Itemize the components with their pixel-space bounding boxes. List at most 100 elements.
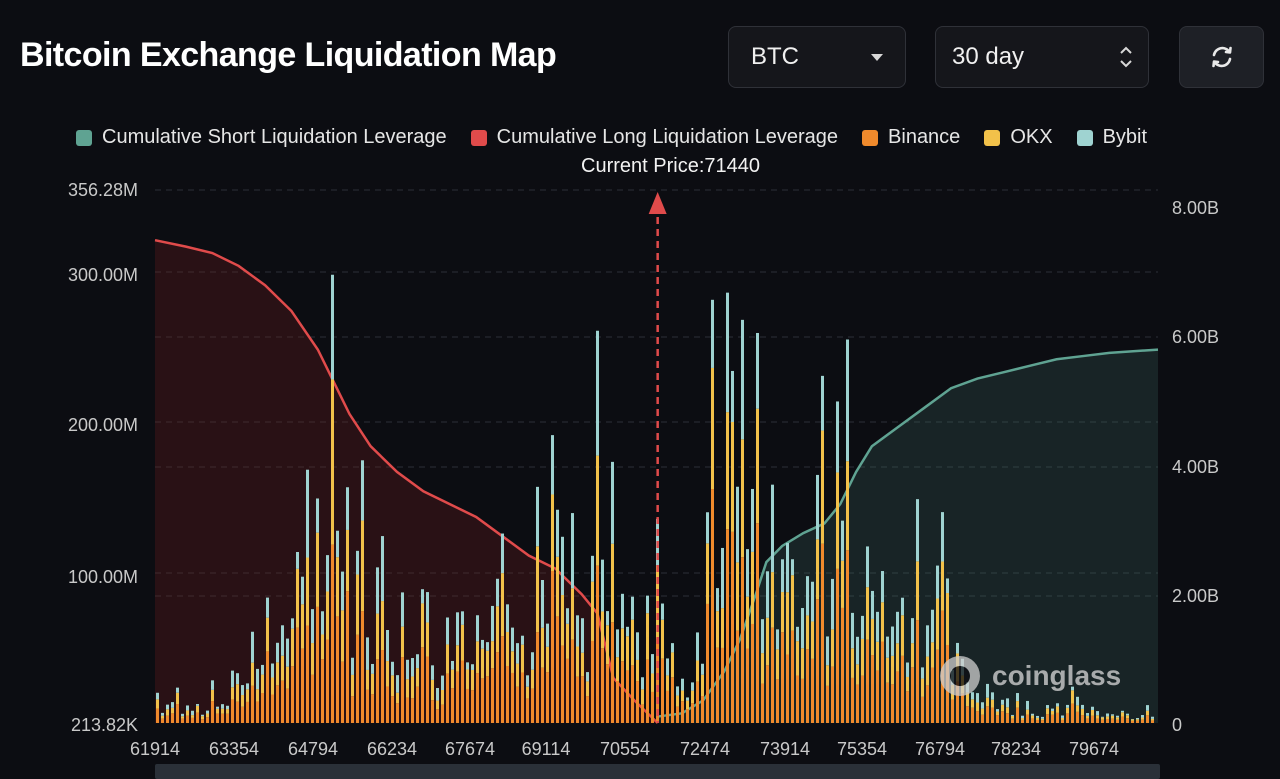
bybit-bar [191,710,194,716]
legend-item-bybit[interactable]: Bybit [1076,126,1147,149]
x-axis: 61914 63354 64794 66234 67674 69114 70554 72474… [130,739,1119,759]
bybit-bar [261,664,264,675]
binance-bar [1001,711,1004,723]
okx-bar [821,430,824,544]
binance-bar [936,649,939,723]
binance-bar [831,666,834,723]
okx-bar [741,439,744,558]
legend-item-long-cumulative[interactable]: Cumulative Long Liquidation Leverage [470,126,838,149]
binance-bar [621,661,624,723]
bybit-bar [1091,706,1094,710]
binance-bar [691,703,694,723]
okx-bar [726,412,729,530]
okx-bar [901,615,904,656]
bybit-bar [176,687,179,693]
bybit-bar [1096,711,1099,716]
binance-bar [541,667,544,723]
binance-bar [791,630,794,723]
okx-bar [371,673,374,695]
binance-bar [601,648,604,723]
bybit-bar [1106,713,1109,717]
okx-bar [881,602,884,642]
bybit-bar [566,608,569,624]
binance-bar [256,701,259,723]
binance-bar [956,681,959,723]
binance-bar [246,701,249,723]
okx-bar [756,408,759,524]
range-select[interactable]: 30 day [935,26,1149,88]
binance-bar [636,681,639,723]
okx-bar [971,699,974,708]
okx-bar [991,699,994,708]
binance-bar [491,668,494,723]
bybit-bar [616,629,619,658]
bybit-bar [946,578,949,594]
okx-bar [916,561,919,621]
okx-bar [1046,708,1049,715]
binance-bar [1101,719,1104,723]
binance-bar [591,640,594,723]
binance-bar [156,708,159,723]
binance-bar [1136,720,1139,723]
chart-zoom-scrollbar[interactable] [155,764,1160,779]
legend-label: Cumulative Short Liquidation Leverage [102,126,447,148]
bybit-bar [216,706,219,709]
okx-bar [1026,709,1029,715]
binance-bar [726,529,729,723]
binance-bar [906,691,909,723]
binance-bar [996,715,999,723]
bybit-bar [306,469,309,558]
okx-bar [516,663,519,687]
binance-bar [1146,715,1149,723]
refresh-button[interactable] [1179,26,1264,88]
okx-bar [696,660,699,682]
binance-bar [1046,714,1049,723]
okx-bar [231,687,234,700]
okx-bar [1031,715,1034,719]
binance-bar [406,697,409,723]
okx-bar [476,641,479,674]
legend-label: OKX [1010,126,1053,148]
bybit-bar [1146,705,1149,711]
legend-item-okx[interactable]: OKX [984,126,1053,149]
bybit-bar [466,662,469,670]
okx-bar [301,604,304,649]
okx-bar [561,595,564,646]
okx-bar [1121,712,1124,717]
binance-bar [271,694,274,723]
okx-bar [526,686,529,699]
binance-bar [786,654,789,723]
okx-bar [386,661,389,687]
binance-bar [216,713,219,723]
bybit-bar [1041,716,1044,719]
bybit-bar [851,612,854,649]
okx-bar [496,606,499,653]
okx-bar [276,662,279,686]
bybit-bar [576,615,579,647]
binance-bar [666,690,669,723]
bybit-bar [1076,696,1079,706]
binance-bar [821,543,824,723]
bybit-bar [276,642,279,663]
okx-bar [566,623,569,659]
okx-bar [356,574,359,635]
coinglass-logo-icon [940,656,980,696]
coin-select[interactable]: BTC [728,26,906,88]
bybit-bar [601,559,604,612]
bybit-bar [506,604,509,632]
bybit-bar [896,611,899,644]
okx-bar [171,707,174,714]
bybit-bar [1026,700,1029,710]
okx-bar [1151,718,1154,721]
okx-bar [1101,717,1104,720]
bybit-bar [181,713,184,717]
bybit-bar [1016,693,1019,702]
legend-item-binance[interactable]: Binance [862,126,960,149]
legend-item-short-cumulative[interactable]: Cumulative Short Liquidation Leverage [76,126,447,149]
binance-bar [1121,716,1124,723]
bybit-bar [1101,716,1104,718]
bybit-bar [886,636,889,658]
binance-bar [161,718,164,723]
bybit-bar [996,709,999,712]
